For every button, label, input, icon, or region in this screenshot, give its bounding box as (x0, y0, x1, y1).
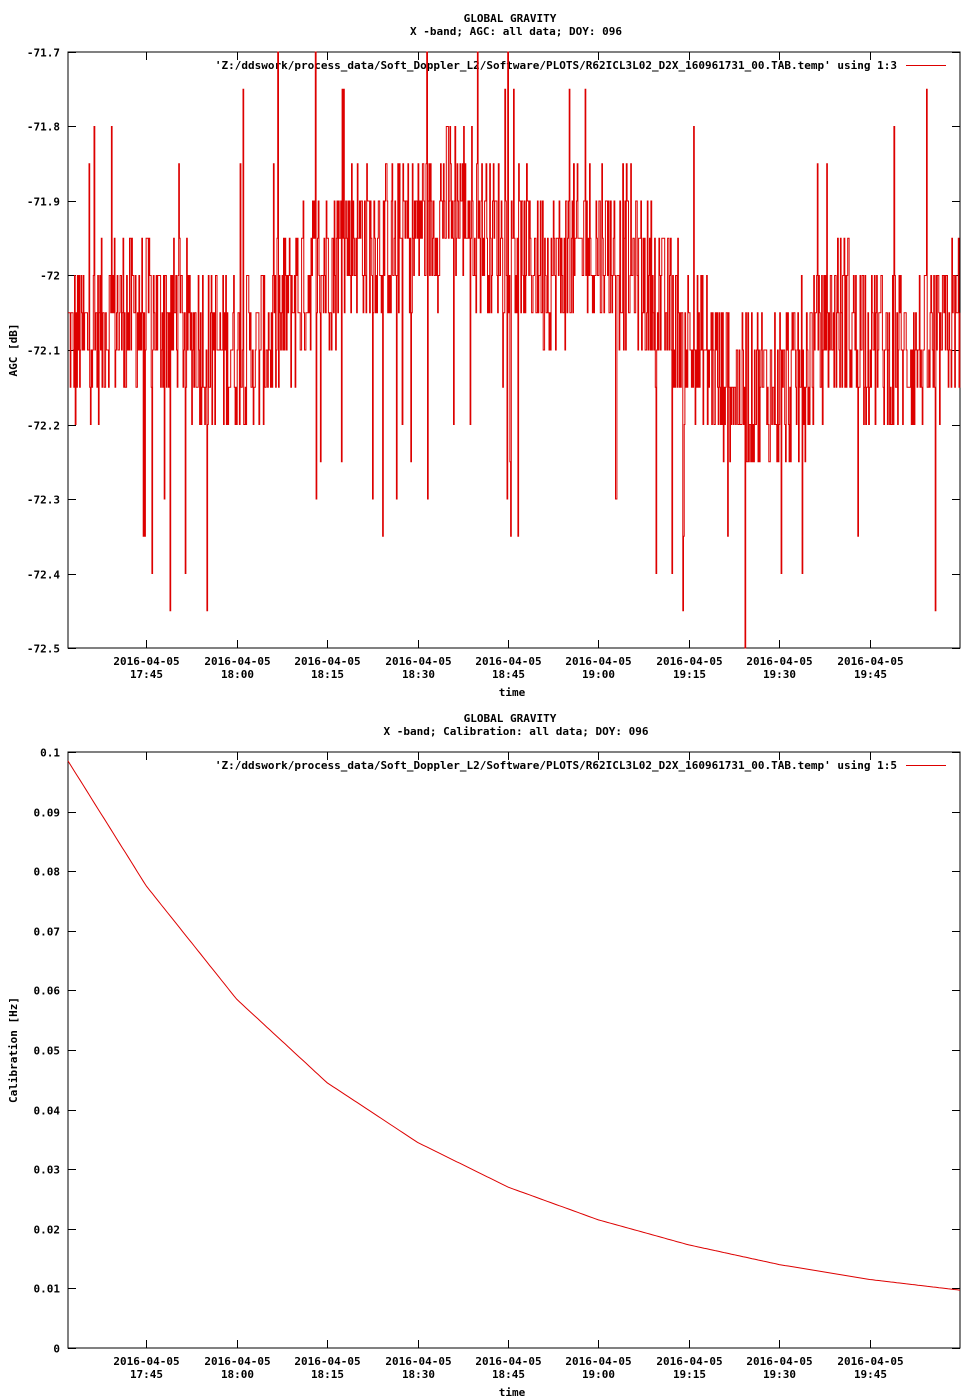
y-tick-label: 0 (53, 1343, 60, 1356)
x-tick-date: 2016-04-05 (113, 1355, 179, 1368)
y-tick-label: 0.07 (34, 926, 61, 939)
chart-title: GLOBAL GRAVITY (464, 12, 557, 25)
chart-subtitle: X -band; Calibration: all data; DOY: 096 (384, 725, 649, 738)
x-tick-date: 2016-04-05 (746, 655, 812, 668)
y-tick-label: 0.06 (34, 985, 61, 998)
x-tick-time: 19:15 (673, 668, 706, 681)
x-axis-label: time (499, 686, 526, 699)
x-tick-time: 18:00 (221, 668, 254, 681)
x-tick-time: 17:45 (130, 1368, 163, 1381)
x-tick-date: 2016-04-05 (475, 1355, 541, 1368)
x-tick-date: 2016-04-05 (385, 1355, 451, 1368)
x-tick-date: 2016-04-05 (475, 655, 541, 668)
y-tick-label: 0.08 (34, 866, 61, 879)
y-tick-label: -71.7 (27, 47, 60, 60)
y-tick-label: 0.04 (34, 1105, 61, 1118)
x-tick-date: 2016-04-05 (113, 655, 179, 668)
x-tick-time: 19:45 (854, 1368, 887, 1381)
x-tick-time: 18:45 (492, 668, 525, 681)
chart-title: GLOBAL GRAVITY (464, 712, 557, 725)
y-tick-label: -72.4 (27, 569, 60, 582)
x-tick-date: 2016-04-05 (746, 1355, 812, 1368)
y-axis-label: AGC [dB] (7, 324, 20, 377)
y-tick-label: -72.3 (27, 494, 60, 507)
y-tick-label: 0.09 (34, 807, 61, 820)
chart-subtitle: X -band; AGC: all data; DOY: 096 (410, 25, 622, 38)
x-tick-time: 19:30 (763, 1368, 796, 1381)
y-tick-label: -72.1 (27, 345, 60, 358)
y-tick-label: 0.01 (34, 1283, 61, 1296)
x-tick-time: 18:30 (402, 1368, 435, 1381)
x-tick-date: 2016-04-05 (385, 655, 451, 668)
x-tick-time: 17:45 (130, 668, 163, 681)
legend-label: 'Z:/ddswork/process_data/Soft_Doppler_L2… (215, 759, 897, 772)
x-tick-time: 19:45 (854, 668, 887, 681)
y-axis-label: Calibration [Hz] (7, 997, 20, 1103)
y-tick-label: -72.2 (27, 420, 60, 433)
x-axis-label: time (499, 1386, 526, 1399)
x-tick-time: 19:00 (582, 668, 615, 681)
y-tick-label: -72 (40, 270, 60, 283)
x-tick-date: 2016-04-05 (204, 655, 270, 668)
series-line (68, 51, 961, 649)
series-line (67, 760, 961, 1291)
plot-frame (67, 751, 961, 1349)
x-tick-date: 2016-04-05 (656, 655, 722, 668)
x-tick-time: 18:30 (402, 668, 435, 681)
x-tick-time: 19:15 (673, 1368, 706, 1381)
x-tick-time: 19:30 (763, 668, 796, 681)
y-tick-label: 0.03 (34, 1164, 61, 1177)
x-tick-time: 18:45 (492, 1368, 525, 1381)
x-tick-time: 18:15 (311, 1368, 344, 1381)
y-tick-label: 0.05 (34, 1045, 61, 1058)
x-tick-date: 2016-04-05 (837, 1355, 903, 1368)
y-tick-label: -72.5 (27, 643, 60, 656)
y-tick-label: 0.02 (34, 1224, 61, 1237)
legend-label: 'Z:/ddswork/process_data/Soft_Doppler_L2… (215, 59, 897, 72)
y-tick-label: -71.9 (27, 196, 60, 209)
y-tick-label: 0.1 (40, 747, 60, 760)
y-tick-label: -71.8 (27, 121, 60, 134)
x-tick-date: 2016-04-05 (565, 655, 631, 668)
x-tick-date: 2016-04-05 (294, 1355, 360, 1368)
x-tick-date: 2016-04-05 (565, 1355, 631, 1368)
x-tick-date: 2016-04-05 (656, 1355, 722, 1368)
x-tick-date: 2016-04-05 (204, 1355, 270, 1368)
x-tick-time: 18:15 (311, 668, 344, 681)
x-tick-time: 18:00 (221, 1368, 254, 1381)
x-tick-date: 2016-04-05 (294, 655, 360, 668)
x-tick-time: 19:00 (582, 1368, 615, 1381)
x-tick-date: 2016-04-05 (837, 655, 903, 668)
